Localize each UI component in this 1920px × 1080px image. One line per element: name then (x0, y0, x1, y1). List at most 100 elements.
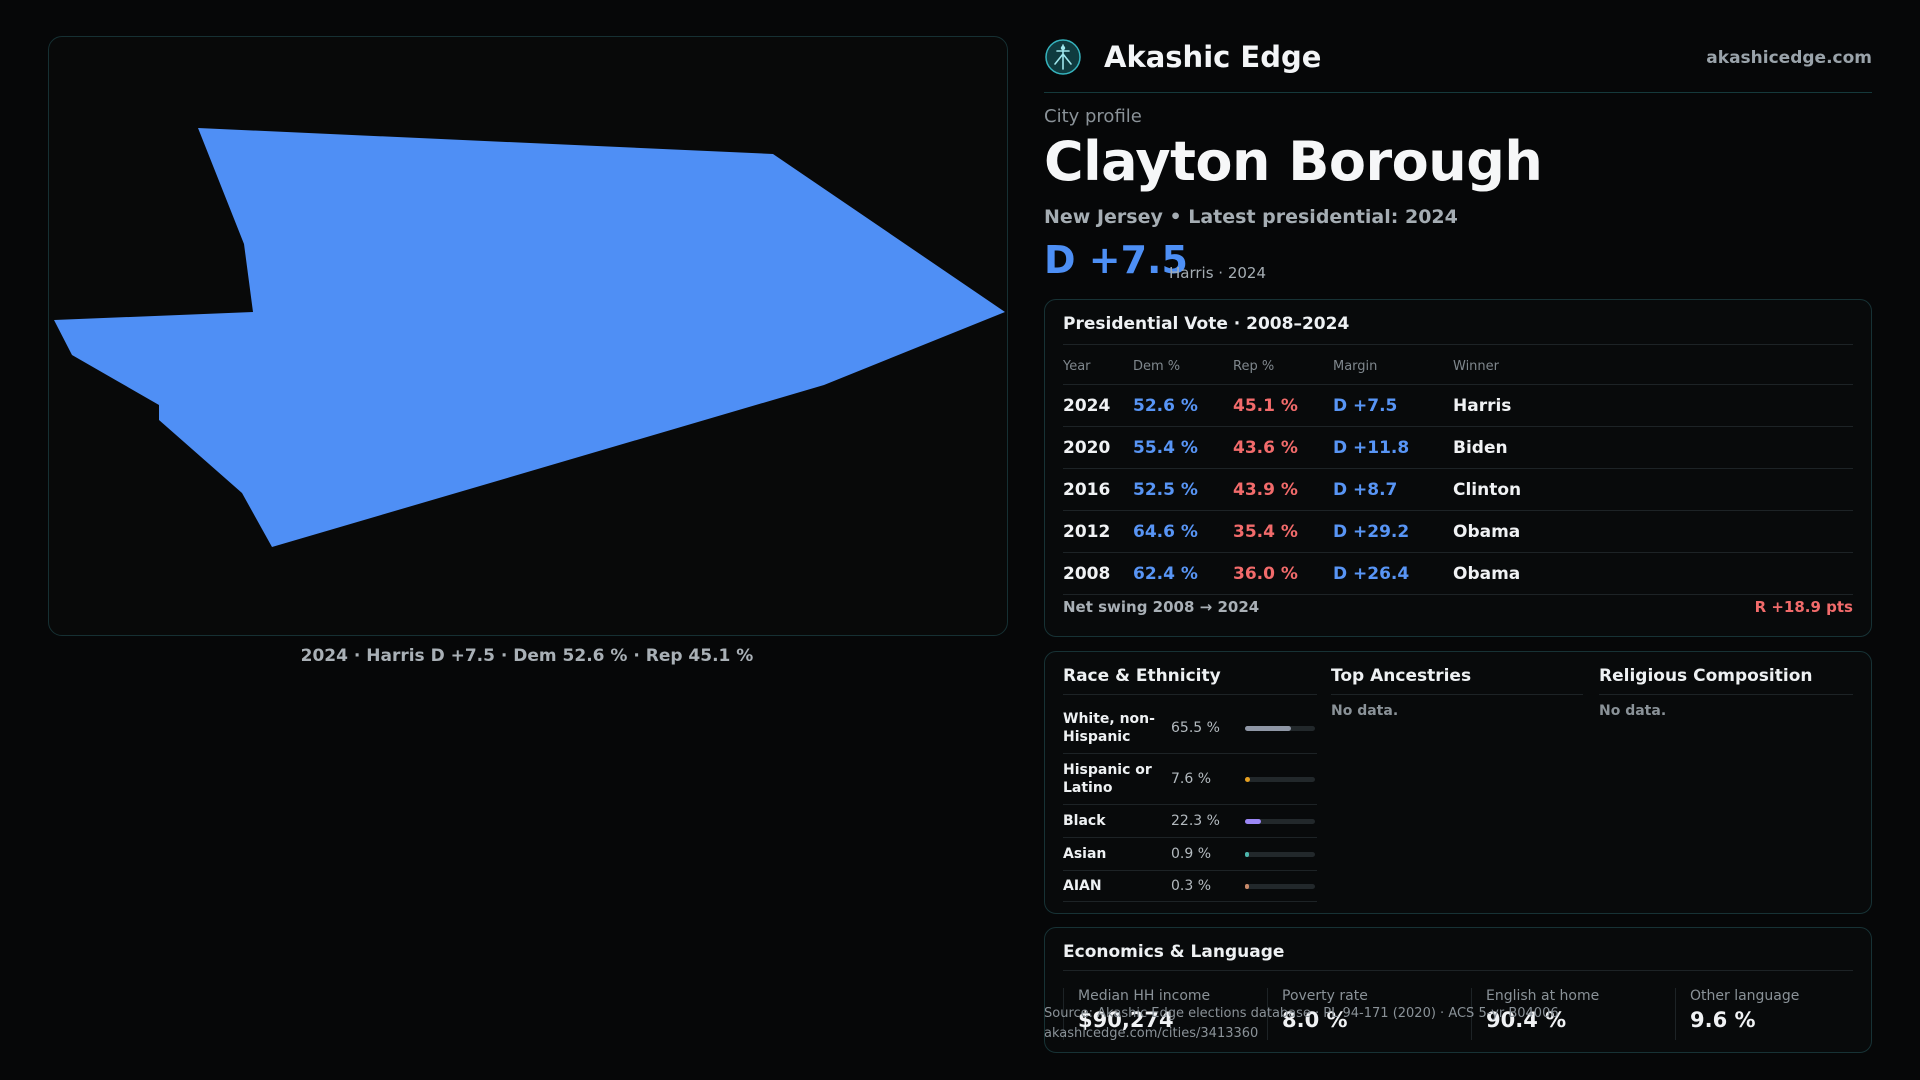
latest-margin-note: Harris · 2024 (1169, 264, 1267, 282)
table-row: 2008 62.4 % 36.0 % D +26.4 Obama (1063, 552, 1853, 595)
col-header-year: Year (1063, 348, 1133, 385)
dem-cell: 62.4 % (1133, 552, 1233, 595)
col-header-rep: Rep % (1233, 348, 1333, 385)
race-label: White, non-Hispanic (1063, 711, 1155, 745)
rep-cell: 45.1 % (1233, 384, 1333, 427)
race-value: 0.9 % (1171, 846, 1212, 862)
page-subtitle: New Jersey • Latest presidential: 2024 (1044, 206, 1458, 228)
net-swing-value: R +18.9 pts (1754, 598, 1853, 616)
net-swing-row: Net swing 2008 → 2024 R +18.9 pts (1063, 598, 1853, 616)
section-divider (1331, 694, 1583, 695)
economics-language-card: Economics & Language Median HH income $9… (1044, 927, 1872, 1053)
stat-label: Poverty rate (1282, 988, 1368, 1004)
economics-language-title: Economics & Language (1063, 942, 1285, 962)
rep-cell: 35.4 % (1233, 510, 1333, 553)
source-footer: Source: Akashic Edge elections database … (1044, 1004, 1559, 1044)
col-header-winner: Winner (1453, 348, 1853, 385)
table-row: 2012 64.6 % 35.4 % D +29.2 Obama (1063, 510, 1853, 553)
race-bar-track (1245, 776, 1315, 782)
rep-cell: 36.0 % (1233, 552, 1333, 595)
stat-value: 9.6 % (1690, 1008, 1756, 1032)
top-ancestries-title: Top Ancestries (1331, 666, 1472, 686)
race-ethnicity-section: Race & Ethnicity White, non-Hispanic 65.… (1063, 666, 1317, 902)
race-bar-track (1245, 851, 1315, 857)
religious-composition-title: Religious Composition (1599, 666, 1813, 686)
table-row: 2024 52.6 % 45.1 % D +7.5 Harris (1063, 384, 1853, 427)
brand-header: Akashic Edge akashicedge.com (1044, 36, 1872, 80)
card-divider (1063, 344, 1853, 345)
stat-value: 8.0 % (1282, 1008, 1348, 1032)
city-boundary-shape (54, 128, 1005, 547)
race-bar-fill (1245, 776, 1250, 782)
page-title: Clayton Borough (1044, 130, 1543, 193)
rep-cell: 43.9 % (1233, 468, 1333, 511)
religion-empty-text: No data. (1599, 703, 1667, 719)
brand-url-link[interactable]: akashicedge.com (1706, 48, 1872, 68)
stat-other-language: Other language 9.6 % (1675, 988, 1880, 1040)
winner-cell: Obama (1453, 552, 1853, 595)
winner-cell: Biden (1453, 426, 1853, 469)
winner-cell: Obama (1453, 510, 1853, 553)
source-permalink[interactable]: akashicedge.com/cities/3413360 (1044, 1026, 1259, 1041)
religious-composition-section: Religious Composition No data. (1599, 666, 1853, 719)
race-bar-fill (1245, 883, 1249, 889)
race-row: Asian 0.9 % (1063, 838, 1317, 871)
race-bar-fill (1245, 725, 1291, 731)
race-row: White, non-Hispanic 65.5 % (1063, 703, 1317, 754)
margin-cell: D +8.7 (1333, 468, 1453, 511)
city-boundary-map (54, 128, 1005, 547)
year-cell: 2016 (1063, 468, 1133, 511)
col-header-dem: Dem % (1133, 348, 1233, 385)
table-row: 2020 55.4 % 43.6 % D +11.8 Biden (1063, 426, 1853, 469)
source-citation: Source: Akashic Edge elections database … (1044, 1006, 1559, 1021)
race-label: Hispanic or Latino (1063, 762, 1152, 796)
margin-cell: D +29.2 (1333, 510, 1453, 553)
winner-cell: Harris (1453, 384, 1853, 427)
race-row: Black 22.3 % (1063, 805, 1317, 838)
city-map-panel (48, 36, 1008, 636)
margin-cell: D +11.8 (1333, 426, 1453, 469)
race-bar-fill (1245, 851, 1249, 857)
dem-cell: 52.5 % (1133, 468, 1233, 511)
table-header-row: Year Dem % Rep % Margin Winner (1063, 348, 1853, 385)
race-value: 65.5 % (1171, 720, 1220, 736)
rep-cell: 43.6 % (1233, 426, 1333, 469)
stat-median-income: Median HH income $90,274 (1063, 988, 1268, 1040)
stat-label: Median HH income (1078, 988, 1211, 1004)
year-cell: 2012 (1063, 510, 1133, 553)
race-ethnicity-title: Race & Ethnicity (1063, 666, 1221, 686)
section-divider (1063, 694, 1317, 695)
section-divider (1599, 694, 1853, 695)
stat-label: Other language (1690, 988, 1800, 1004)
race-bar-fill (1245, 818, 1261, 824)
race-row: Hispanic or Latino 7.6 % (1063, 754, 1317, 805)
margin-cell: D +26.4 (1333, 552, 1453, 595)
ancestries-empty-text: No data. (1331, 703, 1399, 719)
demographics-card: Race & Ethnicity White, non-Hispanic 65.… (1044, 651, 1872, 914)
dem-cell: 52.6 % (1133, 384, 1233, 427)
year-cell: 2024 (1063, 384, 1133, 427)
page-eyebrow: City profile (1044, 106, 1142, 127)
stat-english-at-home: English at home 90.4 % (1471, 988, 1676, 1040)
race-bar-track (1245, 818, 1315, 824)
race-value: 22.3 % (1171, 813, 1220, 829)
dem-cell: 55.4 % (1133, 426, 1233, 469)
net-swing-label: Net swing 2008 → 2024 (1063, 598, 1260, 616)
race-label: AIAN (1063, 878, 1102, 894)
card-divider (1063, 970, 1853, 971)
header-divider (1044, 92, 1872, 93)
tree-of-life-logo-icon (1045, 39, 1081, 75)
presidential-vote-table: Year Dem % Rep % Margin Winner 2024 52.6… (1063, 348, 1853, 595)
stat-poverty-rate: Poverty rate 8.0 % (1267, 988, 1472, 1040)
stat-value: 90.4 % (1486, 1008, 1567, 1032)
race-label: Asian (1063, 846, 1107, 862)
winner-cell: Clinton (1453, 468, 1853, 511)
margin-cell: D +7.5 (1333, 384, 1453, 427)
year-cell: 2008 (1063, 552, 1133, 595)
race-bar-track (1245, 883, 1315, 889)
race-value: 7.6 % (1171, 771, 1212, 787)
presidential-vote-title: Presidential Vote · 2008–2024 (1063, 314, 1350, 334)
stat-label: English at home (1486, 988, 1600, 1004)
race-value: 0.3 % (1171, 878, 1212, 894)
latest-margin: D +7.5 (1044, 238, 1188, 282)
